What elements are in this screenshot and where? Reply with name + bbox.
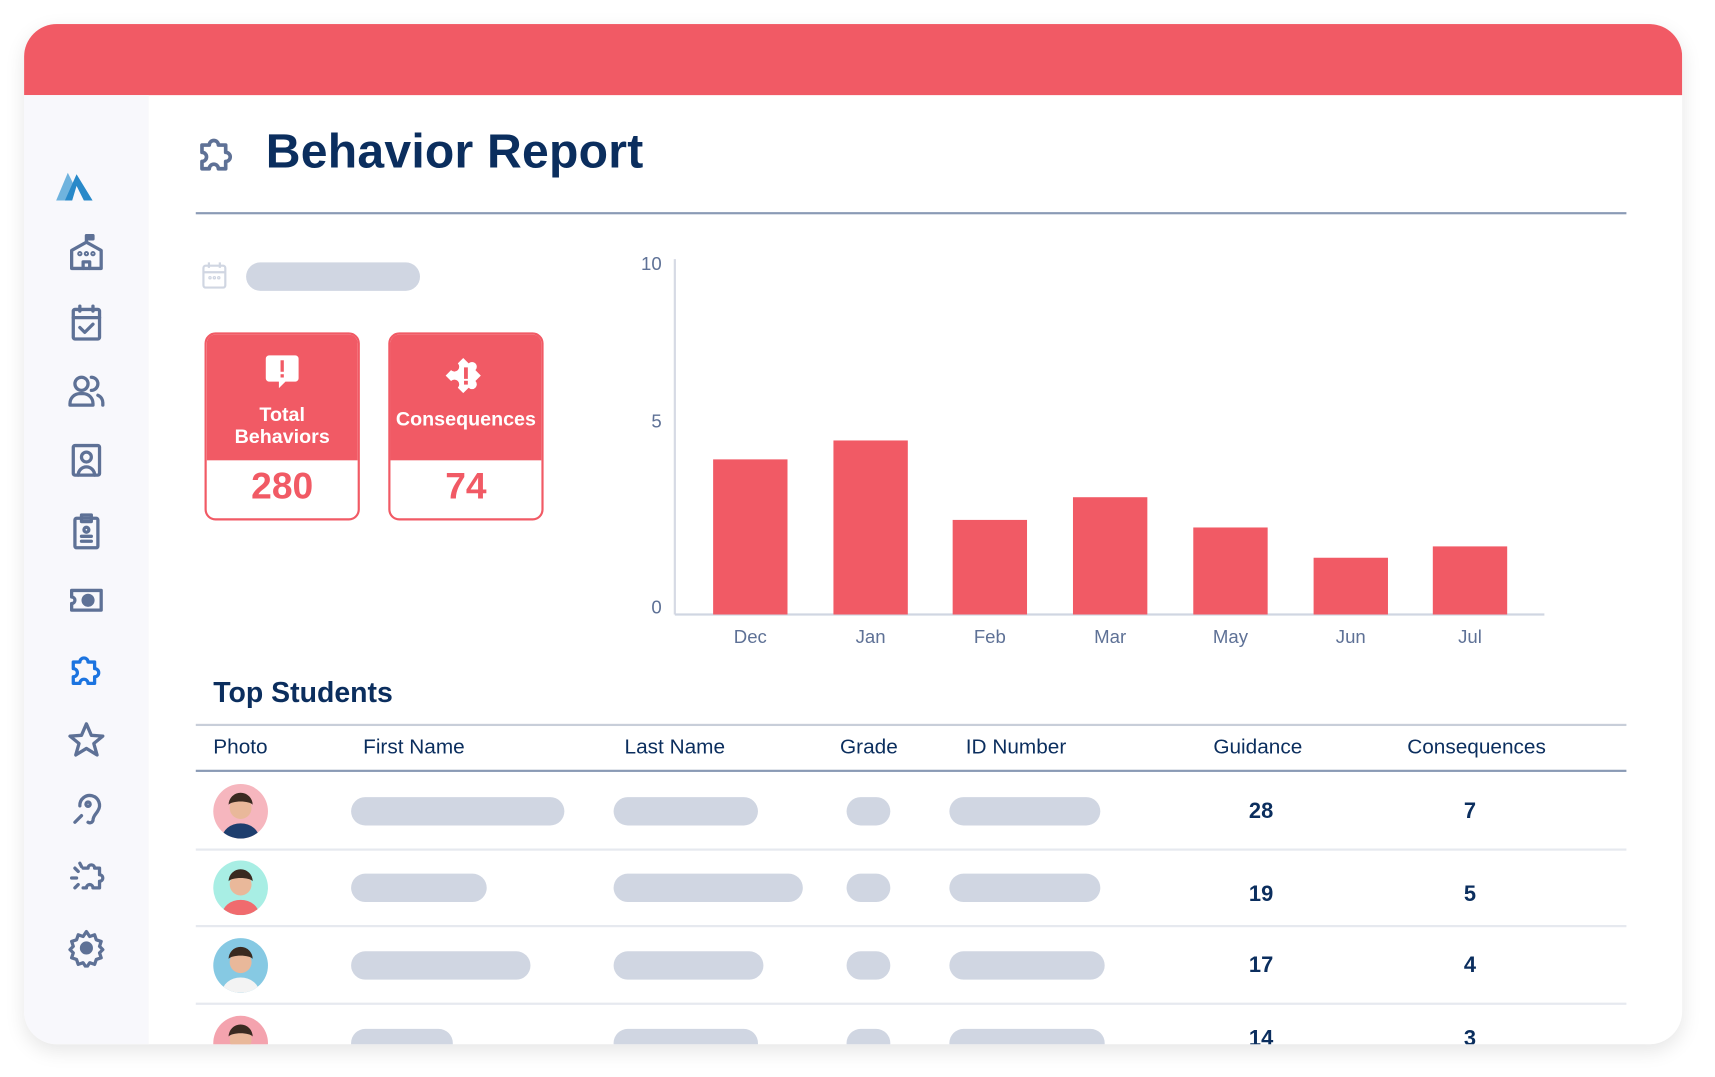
x-tick-label: Jan: [855, 626, 886, 648]
consequences-count: 5: [1463, 882, 1477, 907]
calendar-check-icon: [67, 304, 106, 347]
y-tick-label: 10: [641, 253, 662, 275]
bar-jan: [833, 440, 908, 615]
stat-value: 280: [251, 465, 314, 508]
alert-bubble-icon: [265, 355, 299, 389]
column-header-guidance[interactable]: Guidance: [1213, 735, 1303, 759]
grade-placeholder: [846, 797, 891, 826]
id-number-placeholder: [949, 1028, 1105, 1045]
sidebar-item-ear[interactable]: [67, 789, 106, 828]
bar-mar: [1072, 497, 1148, 615]
first-name-placeholder: [351, 873, 487, 903]
id-number-placeholder: [949, 873, 1101, 903]
sidebar-item-gear[interactable]: [67, 928, 106, 970]
student-avatar: [213, 860, 268, 916]
bar-may: [1193, 527, 1268, 615]
sidebar-item-calendar-check[interactable]: [67, 303, 106, 342]
consequences-count: 7: [1463, 799, 1477, 824]
gear-icon: [67, 929, 106, 972]
column-header-id-number[interactable]: ID Number: [965, 735, 1067, 759]
clipboard-icon: [67, 513, 106, 556]
x-tick-label: Jul: [1458, 626, 1482, 648]
row-divider: [195, 848, 1627, 851]
calendar-icon[interactable]: [201, 261, 227, 295]
sidebar-item-puzzle[interactable]: [67, 651, 106, 690]
users-icon: [67, 375, 106, 415]
sidebar-item-ticket-check[interactable]: [67, 581, 106, 620]
stat-card-consequences: Consequences 74: [388, 332, 544, 521]
bar-jul: [1432, 546, 1508, 615]
column-header-first-name[interactable]: First Name: [363, 735, 465, 759]
y-tick-label: 5: [651, 411, 662, 432]
student-avatar: [213, 783, 268, 839]
stat-value: 74: [445, 465, 487, 508]
puzzle-icon: [195, 131, 239, 177]
column-header-photo[interactable]: Photo: [213, 735, 268, 759]
x-tick-label: Feb: [973, 626, 1006, 648]
row-divider: [195, 925, 1627, 928]
id-number-placeholder: [949, 797, 1101, 826]
chart-svg: [673, 259, 1545, 616]
sidebar-item-puzzle-burst[interactable]: [67, 858, 106, 897]
ear-icon: [67, 793, 106, 834]
x-tick-label: Mar: [1094, 626, 1127, 648]
column-header-grade[interactable]: Grade: [840, 735, 898, 759]
grade-placeholder: [846, 873, 891, 903]
student-avatar: [213, 938, 268, 993]
bar-feb: [952, 519, 1028, 615]
last-name-placeholder: [613, 797, 758, 826]
sidebar-item-users[interactable]: [67, 371, 106, 410]
id-number-placeholder: [949, 951, 1105, 980]
guidance-count: 19: [1248, 882, 1274, 907]
page-title: Behavior Report: [265, 124, 644, 179]
y-tick-label: 0: [651, 596, 662, 618]
puzzle-burst-icon: [67, 861, 106, 902]
date-range-placeholder[interactable]: [246, 262, 420, 291]
stat-card-total-behaviors: Total Behaviors 280: [204, 332, 360, 521]
guidance-count: 17: [1248, 953, 1274, 978]
app-logo[interactable]: [55, 166, 114, 214]
consequences-count: 4: [1463, 953, 1477, 978]
sidebar-item-clipboard[interactable]: [67, 512, 106, 551]
last-name-placeholder: [613, 951, 764, 980]
table-header-line: [195, 769, 1627, 772]
grade-placeholder: [846, 951, 891, 980]
sidebar-item-star[interactable]: [67, 721, 106, 760]
puzzle-icon: [67, 656, 106, 695]
title-divider: [195, 212, 1627, 215]
column-header-consequences[interactable]: Consequences: [1407, 735, 1546, 759]
section-title: Top Students: [213, 675, 393, 709]
contact-card-icon: [67, 443, 106, 485]
grade-placeholder: [846, 1028, 891, 1045]
x-tick-label: May: [1212, 626, 1249, 648]
bar-jun: [1313, 557, 1388, 615]
star-icon: [67, 722, 106, 765]
first-name-placeholder: [351, 797, 565, 826]
consequences-count: 3: [1463, 1026, 1477, 1045]
last-name-placeholder: [613, 1028, 758, 1045]
x-tick-label: Jun: [1335, 626, 1366, 648]
x-tick-label: Dec: [733, 626, 767, 648]
sidebar-item-contact-card[interactable]: [67, 441, 106, 480]
top-bar: [24, 24, 1683, 96]
first-name-placeholder: [351, 951, 531, 980]
guidance-count: 14: [1248, 1026, 1274, 1045]
sidebar-item-school[interactable]: [67, 233, 106, 273]
puzzle-alert-icon: [445, 358, 481, 394]
bar-dec: [713, 459, 788, 615]
ticket-check-icon: [67, 588, 106, 625]
first-name-placeholder: [351, 1028, 453, 1045]
school-icon: [67, 233, 106, 278]
app-window: Behavior Report Total Behaviors 280 Conse…: [24, 24, 1683, 1045]
last-name-placeholder: [613, 873, 803, 903]
table-top-line: [195, 723, 1627, 727]
column-header-last-name[interactable]: Last Name: [624, 735, 726, 759]
stat-label: Consequences: [395, 407, 536, 430]
guidance-count: 28: [1248, 799, 1274, 824]
stat-label: Total Behaviors: [234, 403, 330, 448]
row-divider: [195, 1002, 1627, 1005]
